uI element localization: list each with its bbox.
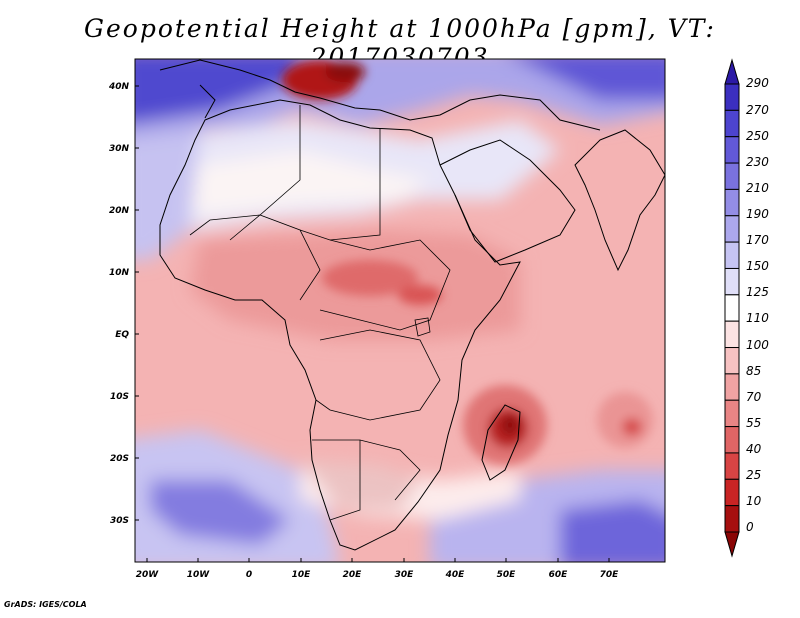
colorbar-box xyxy=(724,452,740,480)
colorbar-box xyxy=(724,215,740,243)
grads-credit: GrADS: IGES/COLA xyxy=(4,600,87,609)
colorbar-label: 40 xyxy=(746,442,762,456)
colorbar-labels: 290 270 250 230 210 190 170 150 125 110 … xyxy=(746,76,769,534)
colorbar-label: 70 xyxy=(746,390,762,404)
colorbar-label: 110 xyxy=(746,311,769,325)
lon-label: 70E xyxy=(600,570,620,580)
colorbar-label: 10 xyxy=(746,494,762,508)
colorbar-box xyxy=(724,320,740,349)
colorbar-box xyxy=(724,109,740,138)
colorbar-label: 170 xyxy=(746,233,769,247)
colorbar-box xyxy=(724,294,740,322)
lon-label: 30E xyxy=(395,570,415,580)
colorbar-label: 0 xyxy=(746,520,754,534)
lat-label: 10S xyxy=(110,392,129,402)
map-title: Geopotential Height at 1000hPa [gpm], VT… xyxy=(84,14,716,72)
lon-label: 40E xyxy=(445,570,466,580)
lon-label: 60E xyxy=(549,570,569,580)
colorbar-label: 150 xyxy=(746,259,769,273)
lon-label: 0 xyxy=(246,570,252,580)
lat-label: 20N xyxy=(109,206,130,216)
colorbar-bottom-arrow xyxy=(724,531,740,558)
colorbar-box xyxy=(724,399,740,428)
colorbar-box xyxy=(724,373,740,401)
lon-label: 50E xyxy=(497,570,517,580)
colorbar-label: 210 xyxy=(746,181,769,195)
colorbar-label: 100 xyxy=(746,338,769,352)
lon-label: 10W xyxy=(187,570,211,580)
colorbar-box xyxy=(724,136,740,164)
lat-label: 30S xyxy=(110,516,129,526)
colorbar-box xyxy=(724,426,740,454)
colorbar-box xyxy=(724,188,740,217)
colorbar-label: 125 xyxy=(746,285,769,299)
plot-frame xyxy=(134,58,666,563)
colorbar-box xyxy=(724,505,740,533)
colorbar-label: 190 xyxy=(746,207,769,221)
axis-ticks xyxy=(135,85,610,562)
colorbar-box xyxy=(724,162,740,190)
longitude-labels: 20W 10W 0 10E 20E 30E 40E 50E 60E 70E xyxy=(136,570,619,580)
colorbar-box xyxy=(724,478,740,507)
lat-label: 30N xyxy=(109,144,130,154)
colorbar-top-arrow xyxy=(724,58,740,85)
lat-label: EQ xyxy=(115,330,129,340)
lon-label: 20W xyxy=(136,570,160,580)
latitude-labels: 40N 30N 20N 10N EQ 10S 20S 30S xyxy=(108,82,130,526)
colorbar-label: 55 xyxy=(746,416,761,430)
colorbar-box xyxy=(724,347,740,375)
colorbar xyxy=(724,58,740,558)
colorbar-label: 250 xyxy=(746,129,769,143)
colorbar-label: 85 xyxy=(746,364,761,378)
lat-label: 40N xyxy=(108,82,130,92)
lat-label: 20S xyxy=(110,454,129,464)
colorbar-box xyxy=(724,241,740,269)
lat-label: 10N xyxy=(109,268,130,278)
coastlines xyxy=(159,59,665,551)
colorbar-box xyxy=(724,83,740,111)
colorbar-box xyxy=(724,267,740,296)
lon-label: 10E xyxy=(292,570,312,580)
lon-label: 20E xyxy=(343,570,363,580)
colorbar-label: 25 xyxy=(746,468,761,482)
height-field xyxy=(135,59,665,562)
colorbar-label: 290 xyxy=(746,76,769,90)
colorbar-label: 230 xyxy=(746,155,769,169)
colorbar-label: 270 xyxy=(746,103,769,117)
